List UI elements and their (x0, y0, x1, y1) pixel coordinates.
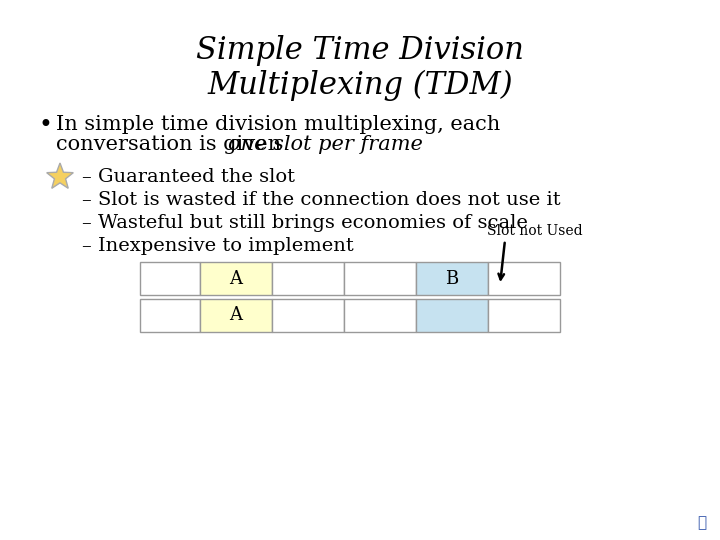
Text: one slot per frame: one slot per frame (228, 136, 423, 154)
Text: – Wasteful but still brings economies of scale: – Wasteful but still brings economies of… (82, 214, 528, 232)
Text: A: A (230, 269, 243, 287)
Bar (416, 262, 488, 295)
Bar (140, 262, 200, 295)
Text: Simple Time Division: Simple Time Division (196, 35, 524, 65)
Bar (416, 299, 488, 332)
Bar (200, 299, 272, 332)
Text: conversation is given: conversation is given (56, 136, 288, 154)
Text: •: • (38, 113, 52, 137)
Bar (272, 262, 344, 295)
Text: – Inexpensive to implement: – Inexpensive to implement (82, 237, 354, 255)
Bar (488, 262, 560, 295)
Bar (344, 262, 416, 295)
Text: Slot not Used: Slot not Used (487, 224, 582, 238)
Bar (140, 299, 200, 332)
Bar (344, 299, 416, 332)
Text: 🔈: 🔈 (697, 515, 706, 530)
Bar (488, 299, 560, 332)
Bar (200, 262, 272, 295)
Text: Multiplexing (TDM): Multiplexing (TDM) (207, 70, 513, 100)
Text: – Guaranteed the slot: – Guaranteed the slot (82, 168, 295, 186)
Text: In simple time division multiplexing, each: In simple time division multiplexing, ea… (56, 116, 500, 134)
Text: B: B (446, 269, 459, 287)
Bar (272, 299, 344, 332)
Polygon shape (47, 163, 73, 188)
Text: A: A (230, 307, 243, 325)
Text: – Slot is wasted if the connection does not use it: – Slot is wasted if the connection does … (82, 191, 561, 209)
